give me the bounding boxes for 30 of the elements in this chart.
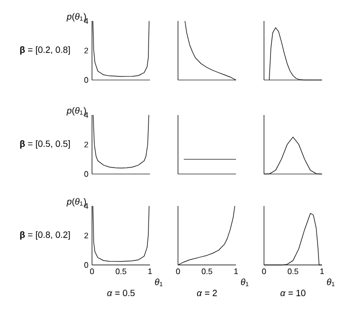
y-tick-label: 0 bbox=[84, 77, 88, 83]
x-tick-label: 0 bbox=[90, 268, 94, 274]
y-axis-title: p(θ$_{1}$) bbox=[66, 107, 86, 116]
x-tick-label: 1 bbox=[320, 268, 324, 274]
x-tick-label: 0 bbox=[262, 268, 266, 274]
x-axis-title: θ$_{1}$ bbox=[240, 278, 248, 286]
y-tick-label: 2 bbox=[84, 232, 88, 238]
text: α = 10 bbox=[280, 290, 306, 296]
y-axis-title: p(θ$_{1}$) bbox=[66, 198, 86, 206]
x-tick-label: 0.5 bbox=[288, 268, 298, 274]
y-tick-label: 0 bbox=[84, 171, 88, 177]
y-tick-label: 4 bbox=[84, 18, 88, 24]
y-tick-label: 2 bbox=[84, 142, 88, 148]
y-tick-label: 4 bbox=[84, 112, 88, 118]
x-axis-title: θ$_{1}$ bbox=[154, 278, 162, 286]
x-tick-label: 0.5 bbox=[116, 268, 126, 274]
x-tick-label: 0.5 bbox=[202, 268, 212, 274]
text: β = [0.8, 0.2] bbox=[20, 231, 70, 240]
y-tick-label: 0 bbox=[84, 262, 88, 268]
text: β = [0.2, 0.8] bbox=[20, 46, 70, 55]
y-axis-title: p(θ$_{1}$) bbox=[66, 13, 86, 22]
x-tick-label: 0 bbox=[176, 268, 180, 274]
x-tick-label: 1 bbox=[234, 268, 238, 274]
x-axis-title: θ$_{1}$ bbox=[326, 278, 334, 286]
text: α = 2 bbox=[197, 290, 217, 296]
text: β = [0.5, 0.5] bbox=[20, 140, 70, 149]
x-tick-label: 1 bbox=[148, 268, 152, 274]
text: α = 0.5 bbox=[107, 290, 135, 296]
y-tick-label: 4 bbox=[84, 203, 88, 209]
y-tick-label: 2 bbox=[84, 48, 88, 54]
